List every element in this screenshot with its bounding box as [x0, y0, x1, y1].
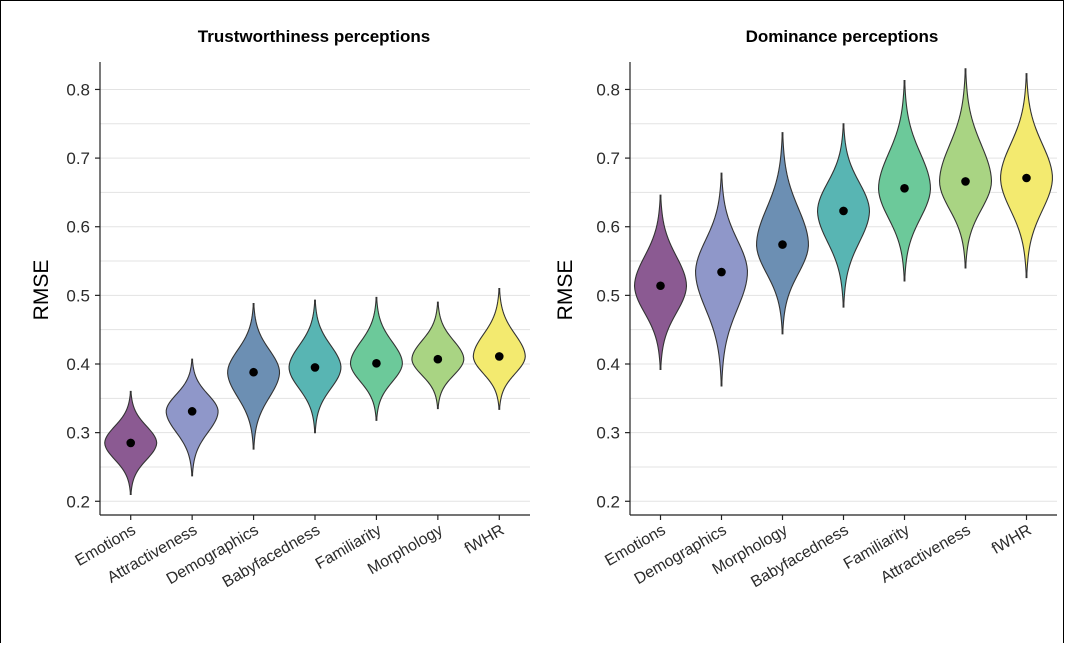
- y-axis-label: RMSE: [554, 260, 577, 321]
- mean-point: [187, 407, 197, 416]
- violin-familiarity: [877, 79, 932, 282]
- y-tick-label: 0.7: [596, 149, 620, 168]
- mean-point: [778, 240, 787, 249]
- violin-demographics: [694, 172, 749, 387]
- y-tick-label: 0.6: [596, 218, 620, 237]
- violin-morphology: [756, 132, 809, 335]
- panel-title: Dominance perceptions: [746, 27, 939, 46]
- mean-point: [249, 367, 258, 377]
- mean-point: [656, 281, 665, 291]
- violin-babyfacedness: [816, 123, 871, 308]
- y-tick-label: 0.2: [66, 492, 90, 511]
- y-tick-label: 0.2: [596, 492, 620, 511]
- y-tick-label: 0.6: [66, 218, 90, 237]
- mean-point: [433, 354, 443, 364]
- mean-point: [1022, 173, 1031, 183]
- mean-point: [961, 177, 970, 186]
- violin-attractiveness: [165, 358, 219, 477]
- mean-point: [839, 206, 848, 216]
- x-tick-label: fWHR: [462, 522, 507, 558]
- y-tick-label: 0.4: [66, 355, 90, 374]
- x-tick-label: fWHR: [989, 522, 1034, 558]
- y-tick-label: 0.8: [596, 80, 620, 99]
- y-tick-label: 0.3: [66, 424, 90, 443]
- mean-point: [717, 267, 726, 277]
- mean-point: [494, 352, 504, 361]
- violin-fwhr: [472, 287, 526, 410]
- y-axis-label: RMSE: [30, 260, 53, 321]
- y-tick-label: 0.8: [66, 80, 90, 99]
- panel-title: Trustworthiness perceptions: [198, 27, 430, 46]
- mean-point: [900, 183, 909, 193]
- y-tick-label: 0.5: [66, 286, 90, 305]
- y-tick-label: 0.4: [596, 355, 620, 374]
- y-tick-label: 0.5: [596, 286, 620, 305]
- violin-attractiveness: [938, 68, 993, 269]
- mean-point: [310, 363, 320, 372]
- mean-point: [372, 359, 381, 368]
- trustworthiness-panel: Trustworthiness perceptions RMSE 0.2 0.3 0…: [30, 27, 530, 591]
- mean-point: [126, 438, 136, 448]
- dominance-panel: Dominance perceptions RMSE 0.2 0.3 0.4 0.5 0…: [554, 27, 1057, 591]
- violin-familiarity: [349, 296, 403, 421]
- y-tick-label: 0.7: [66, 149, 90, 168]
- y-tick-label: 0.3: [596, 424, 620, 443]
